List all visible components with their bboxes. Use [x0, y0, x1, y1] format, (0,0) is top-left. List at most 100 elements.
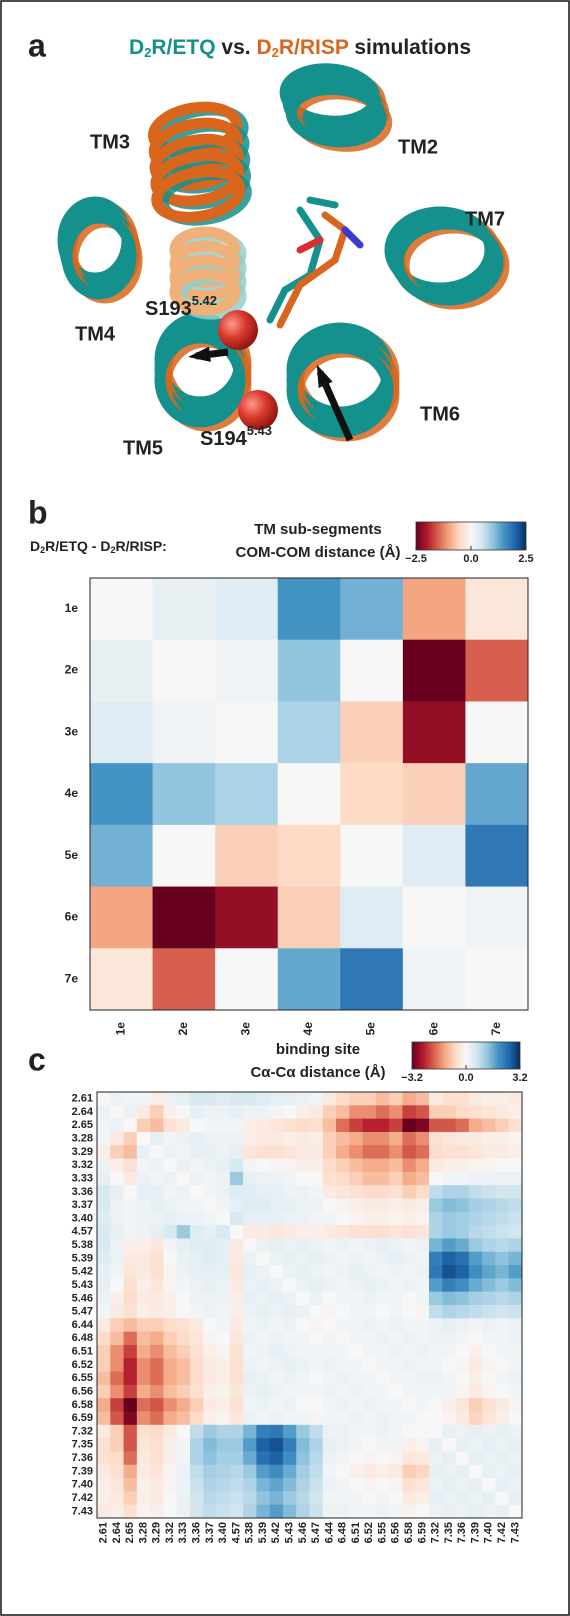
heatmap-cell: [124, 1265, 138, 1279]
heatmap-cell: [429, 1305, 443, 1319]
heatmap-cell: [124, 1199, 138, 1213]
heatmap-cell: [482, 1438, 496, 1452]
y-tick-label: 5.39: [72, 1252, 93, 1264]
heatmap-cell: [296, 1491, 310, 1505]
heatmap-cell: [124, 1185, 138, 1199]
heatmap-cell: [230, 1092, 244, 1106]
heatmap-cell: [310, 1345, 324, 1359]
heatmap-cell: [110, 1318, 124, 1332]
heatmap-cell: [110, 1358, 124, 1372]
heatmap-cell: [230, 1425, 244, 1439]
title-part: D: [129, 36, 144, 59]
heatmap-cell: [150, 1159, 164, 1173]
heatmap-cell: [403, 640, 466, 702]
heatmap-cell: [97, 1238, 111, 1252]
heatmap-cell: [230, 1478, 244, 1492]
heatmap-cell: [177, 1159, 191, 1173]
heatmap-cell: [495, 1345, 509, 1359]
heatmap-cell: [456, 1318, 470, 1332]
heatmap-cell: [163, 1385, 177, 1399]
heatmap-cell: [177, 1278, 191, 1292]
heatmap-cell: [482, 1505, 496, 1519]
heatmap-cell: [283, 1345, 297, 1359]
heatmap-cell: [217, 1465, 231, 1479]
heatmap-cell: [163, 1225, 177, 1239]
heatmap-cell: [456, 1278, 470, 1292]
title-subscript: 2: [144, 45, 151, 60]
heatmap-cell: [363, 1358, 377, 1372]
y-tick-label: 4.57: [72, 1226, 93, 1238]
heatmap-cell: [124, 1465, 138, 1479]
heatmap-cell: [456, 1119, 470, 1133]
heatmap-cell: [256, 1119, 270, 1133]
heatmap-cell: [340, 887, 403, 949]
heatmap-cell: [442, 1185, 456, 1199]
heatmap-cell: [389, 1451, 403, 1465]
heatmap-cell: [163, 1318, 177, 1332]
heatmap-cell: [310, 1278, 324, 1292]
heatmap-cell: [296, 1358, 310, 1372]
heatmap-cell: [349, 1278, 363, 1292]
heatmap-cell: [190, 1478, 204, 1492]
heatmap-cell: [442, 1451, 456, 1465]
heatmap-cell: [376, 1292, 390, 1306]
heatmap-cell: [296, 1438, 310, 1452]
heatmap-cell: [349, 1252, 363, 1266]
heatmap-cell: [349, 1372, 363, 1386]
heatmap-cell: [376, 1092, 390, 1106]
heatmap-cell: [310, 1292, 324, 1306]
heatmap-cell: [456, 1105, 470, 1119]
heatmap-cell: [217, 1451, 231, 1465]
heatmap-cell: [124, 1451, 138, 1465]
heatmap-cell: [270, 1451, 284, 1465]
heatmap-cell: [402, 1132, 416, 1146]
heatmap-cell: [90, 640, 153, 702]
heatmap-cell: [376, 1252, 390, 1266]
heatmap-cell: [403, 578, 466, 640]
heatmap-cell: [177, 1092, 191, 1106]
heatmap-cell: [163, 1491, 177, 1505]
x-tick-label: 3.29: [151, 1522, 163, 1543]
heatmap-cell: [203, 1212, 217, 1226]
heatmap-cell: [402, 1238, 416, 1252]
heatmap-cell: [177, 1398, 191, 1412]
heatmap-cell: [90, 948, 153, 1010]
heatmap-cell: [296, 1292, 310, 1306]
heatmap-cell: [376, 1438, 390, 1452]
heatmap-cell: [495, 1292, 509, 1306]
heatmap-cell: [230, 1265, 244, 1279]
heatmap-cell: [110, 1252, 124, 1266]
heatmap-cell: [256, 1199, 270, 1213]
heatmap-cell: [482, 1145, 496, 1159]
heatmap-cell: [110, 1465, 124, 1479]
heatmap-cell: [376, 1265, 390, 1279]
heatmap-cell: [495, 1145, 509, 1159]
heatmap-cell: [495, 1318, 509, 1332]
heatmap-cell: [310, 1465, 324, 1479]
heatmap-cell: [310, 1372, 324, 1386]
heatmap-cell: [495, 1159, 509, 1173]
heatmap-cell: [323, 1159, 337, 1173]
heatmap-cell: [97, 1478, 111, 1492]
heatmap-cell: [230, 1119, 244, 1133]
heatmap-cell: [469, 1385, 483, 1399]
heatmap-cell: [230, 1438, 244, 1452]
heatmap-cell: [363, 1425, 377, 1439]
heatmap-cell: [416, 1478, 430, 1492]
heatmap-cell: [230, 1212, 244, 1226]
heatmap-cell: [270, 1478, 284, 1492]
heatmap-cell: [363, 1119, 377, 1133]
heatmap-cell: [442, 1372, 456, 1386]
tm-label: TM3: [90, 131, 130, 153]
heatmap-cell: [389, 1252, 403, 1266]
heatmap-cell: [469, 1372, 483, 1386]
heatmap-cell: [389, 1292, 403, 1306]
heatmap-cell: [137, 1278, 151, 1292]
x-tick-label: 5.38: [244, 1522, 256, 1543]
heatmap-cell: [416, 1172, 430, 1186]
heatmap-cell: [137, 1372, 151, 1386]
heatmap-cell: [336, 1491, 350, 1505]
heatmap-cell: [278, 825, 341, 887]
heatmap-cell: [482, 1412, 496, 1426]
heatmap-cell: [363, 1212, 377, 1226]
